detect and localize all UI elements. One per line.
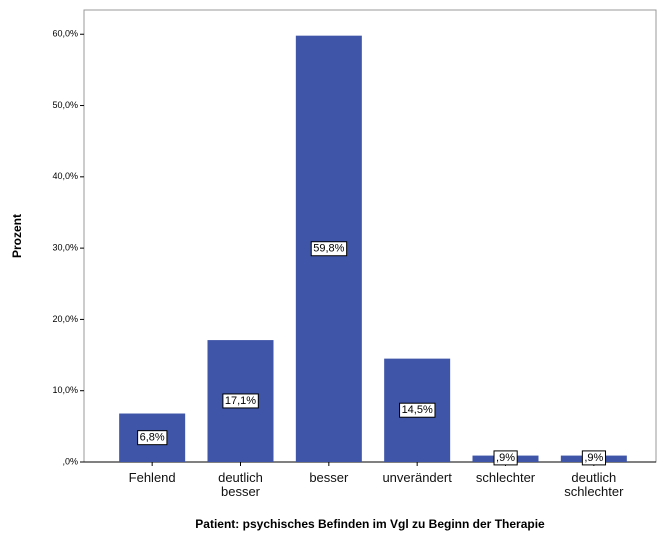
y-tick-label: 60,0% — [52, 29, 78, 39]
value-label: 17,1% — [225, 395, 256, 407]
x-tick-label: schlechter — [475, 470, 536, 485]
x-tick-label: Fehlend — [128, 470, 176, 485]
value-label-box — [222, 393, 259, 409]
y-tick-label: 40,0% — [52, 171, 78, 181]
value-label-box — [137, 430, 168, 446]
x-tick-label: deutlich besser — [218, 470, 263, 499]
x-axis-title: Patient: psychisches Befinden im Vgl zu … — [195, 517, 545, 531]
y-tick-label: 20,0% — [52, 314, 78, 324]
value-label: 14,5% — [402, 404, 433, 416]
value-label-box — [399, 402, 436, 418]
value-label-box — [581, 450, 607, 466]
value-label: ,9% — [496, 452, 515, 464]
y-axis-title: Prozent — [10, 214, 24, 258]
x-tick-label: besser — [309, 470, 349, 485]
value-label-box — [493, 450, 518, 466]
value-label: 59,8% — [313, 243, 344, 255]
value-label: 6,8% — [140, 432, 165, 444]
y-tick-label: 10,0% — [52, 385, 78, 395]
x-tick-label: deutlich schlechter — [564, 470, 624, 499]
y-tick-label: ,0% — [62, 456, 78, 466]
y-tick-label: 50,0% — [52, 100, 78, 110]
plot-frame — [83, 9, 657, 463]
y-tick-label: 30,0% — [52, 242, 78, 252]
value-label: ,9% — [584, 452, 603, 464]
x-tick-label: unverändert — [382, 470, 452, 485]
value-label-box — [310, 241, 348, 257]
